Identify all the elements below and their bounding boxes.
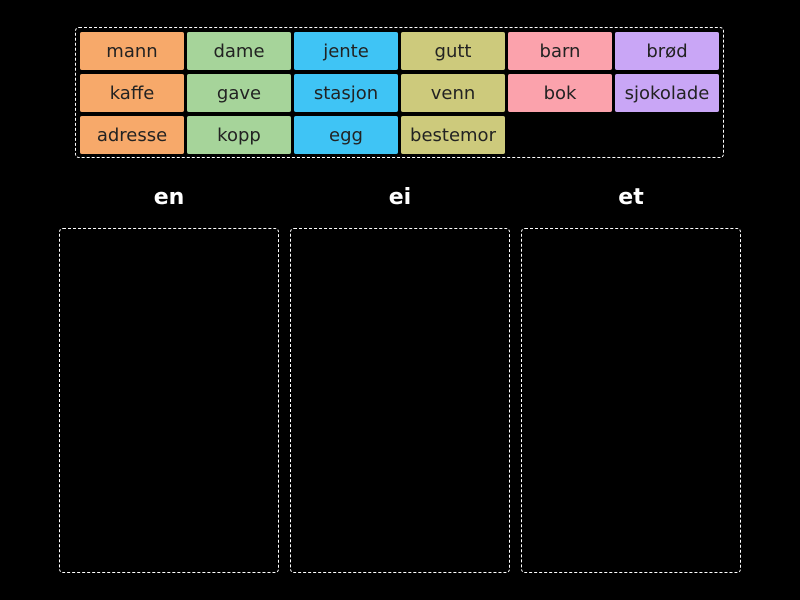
word-tile-adresse[interactable]: adresse (80, 116, 184, 154)
bucket-drop-zone-en[interactable] (59, 228, 279, 573)
word-tile-bok[interactable]: bok (508, 74, 612, 112)
bucket-drop-zone-et[interactable] (521, 228, 741, 573)
bucket-title-ei: ei (388, 185, 412, 210)
word-tile-barn[interactable]: barn (508, 32, 612, 70)
bucket-title-en: en (153, 185, 185, 210)
word-tile-kaffe[interactable]: kaffe (80, 74, 184, 112)
bucket-title-et: et (618, 185, 644, 210)
word-tile-bestemor[interactable]: bestemor (401, 116, 505, 154)
word-tile-egg[interactable]: egg (294, 116, 398, 154)
word-tile-stasjon[interactable]: stasjon (294, 74, 398, 112)
word-tile-brod[interactable]: brød (615, 32, 719, 70)
word-tile-gutt[interactable]: gutt (401, 32, 505, 70)
word-tile-sjokolade[interactable]: sjokolade (615, 74, 719, 112)
word-tile-gave[interactable]: gave (187, 74, 291, 112)
word-tile-venn[interactable]: venn (401, 74, 505, 112)
bucket-drop-zone-ei[interactable] (290, 228, 510, 573)
word-tile-mann[interactable]: mann (80, 32, 184, 70)
word-tile-jente[interactable]: jente (294, 32, 398, 70)
word-tile-dame[interactable]: dame (187, 32, 291, 70)
word-tile-kopp[interactable]: kopp (187, 116, 291, 154)
word-bank: mann dame jente gutt barn brød kaffe gav… (75, 27, 724, 158)
